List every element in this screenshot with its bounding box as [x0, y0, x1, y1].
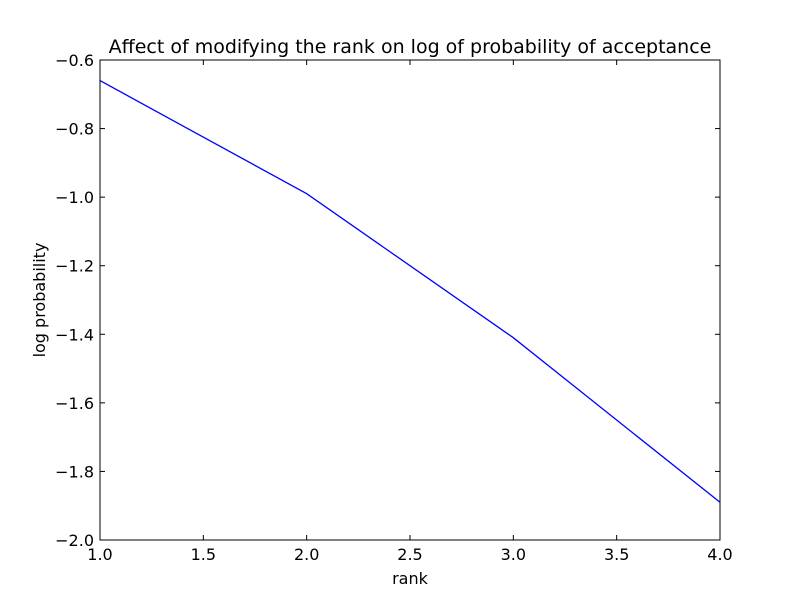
y-axis-label: log probability [30, 243, 49, 358]
y-tick-label: −1.8 [55, 462, 94, 481]
y-tick-label: −0.6 [55, 51, 94, 70]
axis-ticks: 1.0 1.5 2.0 2.5 3.0 3.5 4.0 −0.6 −0.8 −1.0 −1.2 −1.… [55, 51, 733, 564]
chart-title: Affect of modifying the rank on log of p… [109, 36, 712, 58]
x-tick-label: 1.5 [191, 545, 216, 564]
x-tick-label: 2.0 [294, 545, 319, 564]
series-layer [99, 80, 721, 503]
x-tick-label: 4.0 [707, 545, 732, 564]
y-tick-label: −1.2 [55, 257, 94, 276]
y-tick-label: −1.4 [55, 325, 94, 344]
x-tick-label: 3.5 [604, 545, 629, 564]
x-axis-label: rank [392, 569, 429, 588]
y-tick-label: −0.8 [55, 120, 94, 139]
x-tick-label: 1.0 [87, 545, 112, 564]
y-tick-label: −2.0 [55, 531, 94, 550]
x-tick-label: 2.5 [397, 545, 422, 564]
y-tick-label: −1.0 [55, 188, 94, 207]
y-tick-label: −1.6 [55, 394, 94, 413]
plot-frame [99, 59, 721, 541]
series-line [99, 80, 721, 503]
x-tick-label: 3.0 [501, 545, 526, 564]
